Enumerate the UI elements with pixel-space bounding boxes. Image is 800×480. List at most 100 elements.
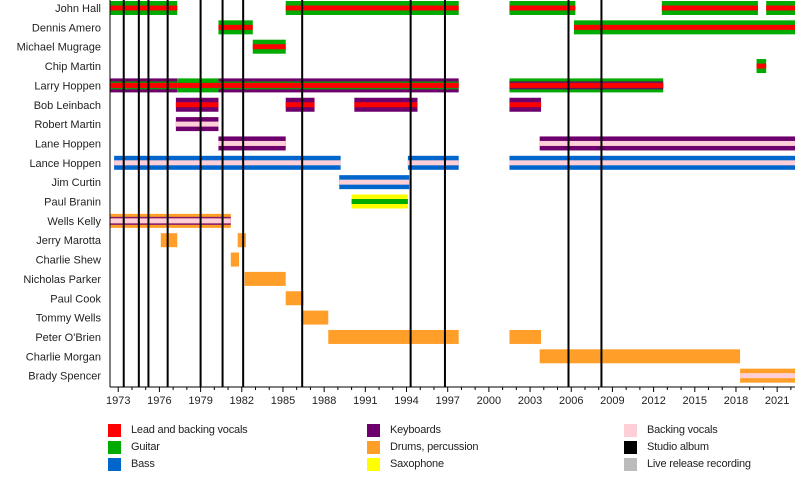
legend-item: Lead and backing vocals (108, 423, 248, 437)
member-bar (110, 78, 178, 93)
legend-swatch (367, 457, 380, 471)
legend-swatch (367, 440, 380, 454)
bar-main-drums (328, 329, 459, 344)
bar-stripe-lead_vocals (110, 82, 178, 88)
x-tick-label: 1988 (312, 395, 336, 407)
x-tick-label: 2009 (600, 395, 624, 407)
x-tick-label: 1997 (435, 395, 459, 407)
member-label: Robert Martin (34, 119, 101, 131)
bar-stripe-guitar (351, 199, 408, 204)
legend-swatch (108, 440, 121, 454)
member-label: Paul Cook (50, 293, 101, 305)
bar-main-drums (244, 271, 286, 286)
legend-label: Drums, percussion (390, 441, 479, 453)
bar-stripe-lead_vocals (756, 63, 767, 69)
member-bar (509, 1, 576, 15)
bar-stripe-backing_vocals (740, 373, 795, 379)
legend-label: Studio album (647, 441, 709, 453)
bar-stripe-lead_vocals (175, 102, 219, 108)
legend-swatch (624, 440, 637, 454)
bar-main-drums (230, 252, 240, 267)
member-bar (302, 310, 329, 325)
member-label: Charlie Shew (36, 255, 101, 267)
bar-stripe-lead_vocals (285, 5, 459, 11)
member-label: Bob Leinbach (34, 100, 101, 112)
member-bar (244, 271, 286, 286)
x-tick-label: 2021 (765, 395, 789, 407)
member-bar (285, 291, 304, 306)
x-tick-label: 1985 (271, 395, 295, 407)
member-bar (351, 194, 408, 209)
member-label: Wells Kelly (47, 216, 101, 228)
member-label: Dennis Amero (32, 22, 101, 34)
member-bar (110, 213, 231, 228)
legend-label: Live release recording (647, 458, 751, 470)
bar-stripe-lead_vocals (285, 102, 315, 108)
member-label: Tommy Wells (36, 313, 102, 325)
bar-stripe-backing_vocals (175, 121, 219, 127)
legend-item: Saxophone (367, 457, 444, 471)
legend-swatch (624, 457, 637, 471)
bar-stripe-backing_vocals (509, 160, 795, 166)
legend-label: Backing vocals (647, 424, 718, 436)
bar-main-drums (539, 349, 741, 364)
legend-label: Keyboards (390, 424, 441, 436)
member-label: Jim Curtin (51, 177, 101, 189)
x-tick-label: 1979 (188, 395, 212, 407)
member-bar (339, 175, 410, 190)
member-bar (740, 368, 795, 383)
member-bar (230, 252, 240, 267)
member-bar (661, 1, 758, 15)
bar-stripe-lead_vocals (218, 24, 253, 30)
x-tick-label: 1976 (147, 395, 171, 407)
member-bar (218, 136, 286, 151)
bar-stripe-lead_vocals (573, 24, 795, 30)
x-tick-label: 1991 (353, 395, 377, 407)
member-bar (110, 1, 178, 15)
studio-album-lines (122, 0, 603, 387)
member-bar (407, 155, 459, 170)
bar-main-drums (160, 233, 178, 248)
legend-swatch (108, 423, 121, 437)
x-tick-label: 2006 (559, 395, 583, 407)
member-label: Lane Hoppen (35, 138, 101, 150)
member-label: John Hall (55, 3, 101, 15)
member-bar (114, 155, 341, 170)
bar-stripe-lead_vocals (509, 102, 542, 108)
member-bar (285, 1, 459, 15)
member-bar (509, 78, 664, 93)
bar-stripe-backing_vocals (339, 179, 410, 185)
member-bars (110, 1, 795, 383)
bar-stripe-lead_vocals (509, 5, 576, 11)
bar-stripe-backing_vocals (407, 160, 459, 166)
legend-item: Live release recording (624, 457, 751, 471)
x-tick-label: 2003 (518, 395, 542, 407)
x-tick-label: 2012 (641, 395, 665, 407)
bar-stripe-lead_vocals (766, 5, 795, 11)
bar-stripe-lead_vocals (509, 82, 664, 88)
x-axis: 1973 1976 1979 1982 1985 1988 1991 1994 1997 2000… (106, 0, 795, 407)
legend-swatch (624, 423, 637, 437)
band-timeline-chart: John Hall Dennis Amero Michael Mugrage Chip… (17, 0, 795, 407)
member-bar (766, 1, 795, 15)
bar-stripe-lead_vocals (177, 82, 219, 88)
member-label: Jerry Marotta (36, 235, 102, 247)
member-bar (509, 155, 795, 170)
member-bar (237, 233, 246, 248)
member-bar (539, 136, 795, 151)
bar-stripe-lead_vocals (252, 44, 286, 50)
bar-main-drums (509, 329, 542, 344)
member-label: Brady Spencer (28, 371, 101, 383)
bar-stripe-backing_vocals (110, 218, 231, 224)
member-label: Michael Mugrage (17, 42, 101, 54)
legend-item: Backing vocals (624, 423, 718, 437)
bar-stripe-backing_vocals (114, 160, 341, 166)
member-bar (354, 97, 418, 112)
member-bar (252, 39, 286, 54)
x-tick-label: 2018 (724, 395, 748, 407)
member-bar (509, 329, 542, 344)
bar-stripe-backing_vocals (539, 140, 795, 146)
legend-label: Guitar (131, 441, 160, 453)
legend-label: Bass (131, 458, 155, 470)
member-label: Peter O'Brien (35, 332, 101, 344)
